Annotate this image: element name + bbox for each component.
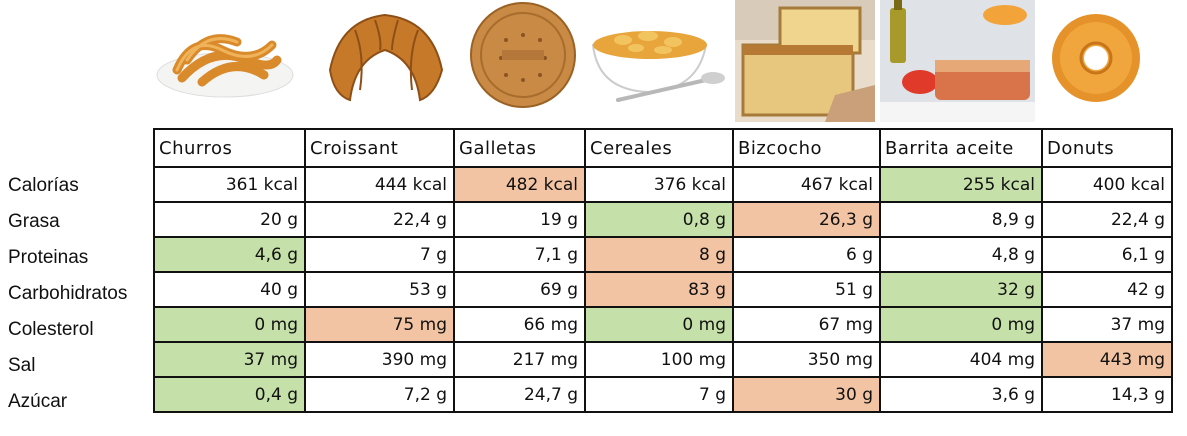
table-row: 361 kcal 444 kcal 482 kcal 376 kcal 467 kcal… — [153, 166, 1173, 203]
table-cell: 7,1 g — [453, 236, 586, 273]
table-cell: 20 g — [153, 201, 306, 238]
bizcocho-image — [735, 0, 875, 122]
table-cell: 37 mg — [153, 341, 306, 378]
nutrient-label: Colesterol — [8, 319, 94, 340]
column-header: Donuts — [1041, 128, 1173, 168]
table-cell: 390 mg — [304, 341, 455, 378]
table-cell: 0,4 g — [153, 376, 306, 413]
table-cell: 217 mg — [453, 341, 586, 378]
column-header: Barrita aceite — [879, 128, 1043, 168]
table-cell: 444 kcal — [304, 166, 455, 203]
table-cell: 4,6 g — [153, 236, 306, 273]
table-cell: 7 g — [304, 236, 455, 273]
table-cell: 0 mg — [879, 306, 1043, 343]
nutrient-label: Azúcar — [8, 391, 68, 412]
table-row: 0 mg 75 mg 66 mg 0 mg 67 mg 0 mg 37 mg — [153, 306, 1173, 343]
column-header: Galletas — [453, 128, 586, 168]
table-cell: 8 g — [584, 236, 734, 273]
table-cell: 400 kcal — [1041, 166, 1173, 203]
table-cell: 3,6 g — [879, 376, 1043, 413]
churros-image — [156, 34, 294, 98]
nutrient-label: Proteinas — [8, 247, 89, 268]
table-cell: 4,8 g — [879, 236, 1043, 273]
table-cell: 443 mg — [1041, 341, 1173, 378]
nutrition-table: Churros Croissant Galletas Cereales Bizc… — [153, 128, 1173, 413]
table-cell: 19 g — [453, 201, 586, 238]
table-cell: 8,9 g — [879, 201, 1043, 238]
table-cell: 0 mg — [584, 306, 734, 343]
table-cell: 404 mg — [879, 341, 1043, 378]
table-cell: 53 g — [304, 271, 455, 308]
croissant-image — [328, 13, 444, 102]
table-cell: 75 mg — [304, 306, 455, 343]
table-cell: 361 kcal — [153, 166, 306, 203]
header-row: Churros Croissant Galletas Cereales Bizc… — [153, 128, 1173, 168]
cereales-image — [591, 31, 725, 102]
table-cell: 376 kcal — [584, 166, 734, 203]
column-header: Bizcocho — [732, 128, 881, 168]
donuts-image — [1052, 14, 1140, 102]
nutrient-label: Grasa — [8, 211, 60, 232]
nutrient-label: Sal — [8, 355, 36, 376]
table-cell: 69 g — [453, 271, 586, 308]
nutrient-label: Calorías — [8, 175, 79, 196]
table-cell: 7,2 g — [304, 376, 455, 413]
table-cell: 255 kcal — [879, 166, 1043, 203]
table-row: 20 g 22,4 g 19 g 0,8 g 26,3 g 8,9 g 22,4 g — [153, 201, 1173, 238]
table-cell: 26,3 g — [732, 201, 881, 238]
table-cell: 32 g — [879, 271, 1043, 308]
table-cell: 6 g — [732, 236, 881, 273]
column-header: Cereales — [584, 128, 734, 168]
table-cell: 482 kcal — [453, 166, 586, 203]
table-cell: 100 mg — [584, 341, 734, 378]
table-cell: 83 g — [584, 271, 734, 308]
table-cell: 22,4 g — [304, 201, 455, 238]
column-header: Croissant — [304, 128, 455, 168]
table-cell: 14,3 g — [1041, 376, 1173, 413]
table-cell: 30 g — [732, 376, 881, 413]
table-cell: 37 mg — [1041, 306, 1173, 343]
table-cell: 51 g — [732, 271, 881, 308]
table-cell: 40 g — [153, 271, 306, 308]
table-cell: 42 g — [1041, 271, 1173, 308]
galletas-image — [470, 2, 576, 108]
nutrient-label: Carbohidratos — [8, 283, 128, 304]
column-header: Churros — [153, 128, 306, 168]
table-cell: 0,8 g — [584, 201, 734, 238]
table-cell: 66 mg — [453, 306, 586, 343]
table-cell: 6,1 g — [1041, 236, 1173, 273]
table-cell: 24,7 g — [453, 376, 586, 413]
table-cell: 7 g — [584, 376, 734, 413]
table-cell: 0 mg — [153, 306, 306, 343]
table-row: 40 g 53 g 69 g 83 g 51 g 32 g 42 g — [153, 271, 1173, 308]
barrita-aceite-image — [880, 0, 1035, 122]
table-cell: 67 mg — [732, 306, 881, 343]
table-cell: 467 kcal — [732, 166, 881, 203]
table-cell: 350 mg — [732, 341, 881, 378]
food-images-row — [0, 0, 1187, 122]
table-row: 37 mg 390 mg 217 mg 100 mg 350 mg 404 mg 443 m… — [153, 341, 1173, 378]
table-cell: 22,4 g — [1041, 201, 1173, 238]
